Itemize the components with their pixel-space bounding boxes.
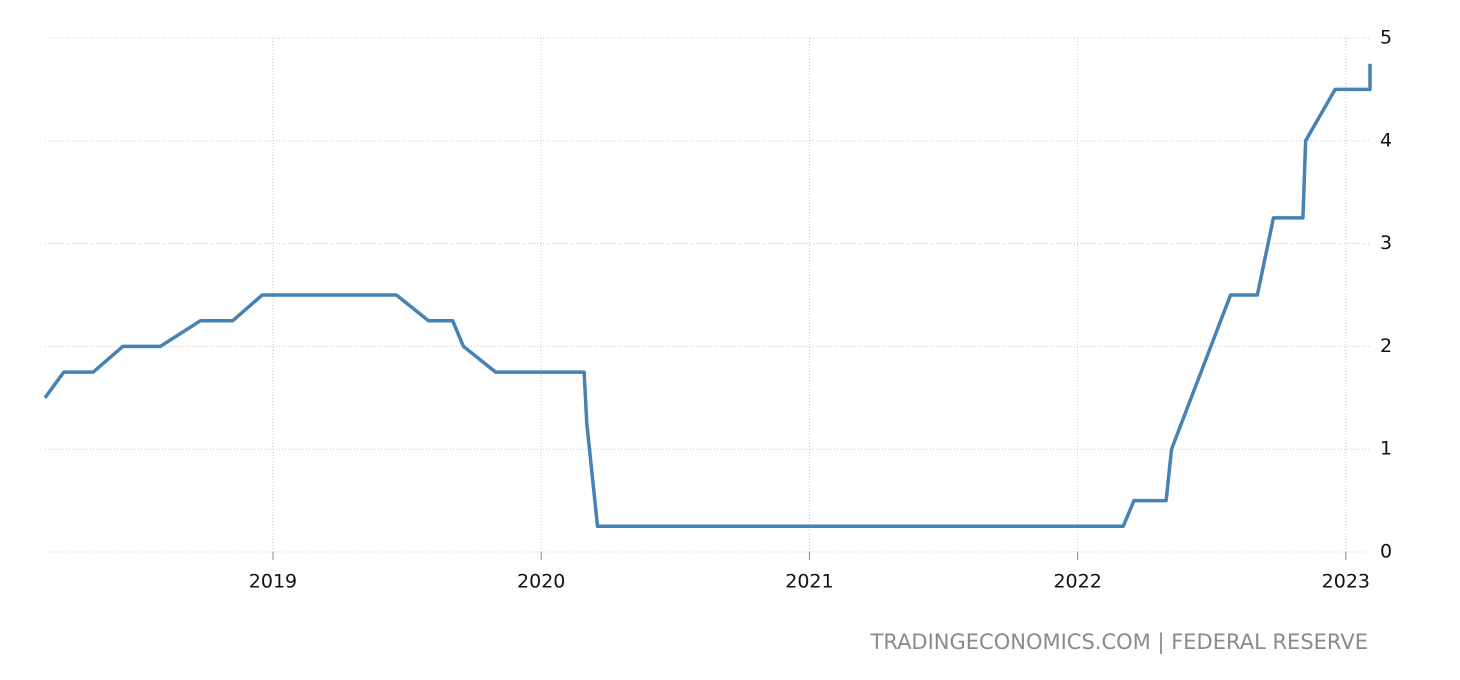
x-tick-label: 2020 — [517, 571, 565, 593]
x-tick-label: 2023 — [1322, 571, 1370, 593]
y-tick-label: 0 — [1380, 541, 1392, 563]
y-tick-label: 2 — [1380, 335, 1392, 357]
y-tick-label: 3 — [1380, 232, 1392, 254]
source: TRADINGECONOMICS.COM | FEDERAL RESERVE — [870, 630, 1369, 655]
y-tick-label: 4 — [1380, 129, 1392, 151]
line — [43, 63, 1372, 529]
y-tick-label: 5 — [1380, 27, 1392, 49]
y-tick-label: 1 — [1380, 438, 1392, 460]
x-tick-label: 2022 — [1053, 571, 1101, 593]
x-tick-label: 2019 — [249, 571, 297, 593]
x-tick-label: 2021 — [785, 571, 833, 593]
